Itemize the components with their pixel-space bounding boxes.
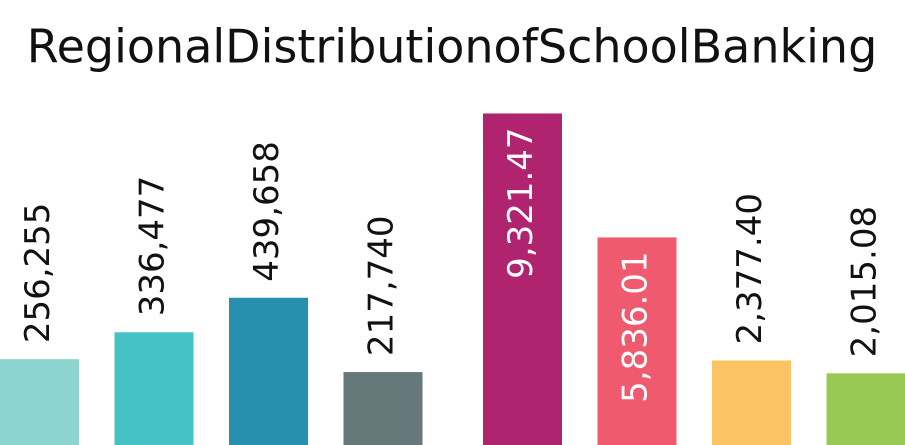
value-label: 256,255 [18,203,58,344]
value-label: 2,015.08 [845,206,885,357]
value-label: 217,740 [362,215,402,356]
bar [343,372,423,445]
value-label: 5,836.01 [616,251,656,402]
value-label: 2,377.40 [730,193,770,344]
bar [229,297,308,445]
bar [826,373,905,445]
value-label: 9,321.47 [501,127,541,278]
bar [483,113,562,445]
value-label: 439,658 [247,141,287,282]
value-label: 336,477 [133,176,173,317]
bar [712,360,791,445]
bar [597,237,677,445]
bar [114,332,194,445]
bar [0,359,79,445]
chart-title: RegionalDistributionofSchoolBanking [27,20,878,74]
